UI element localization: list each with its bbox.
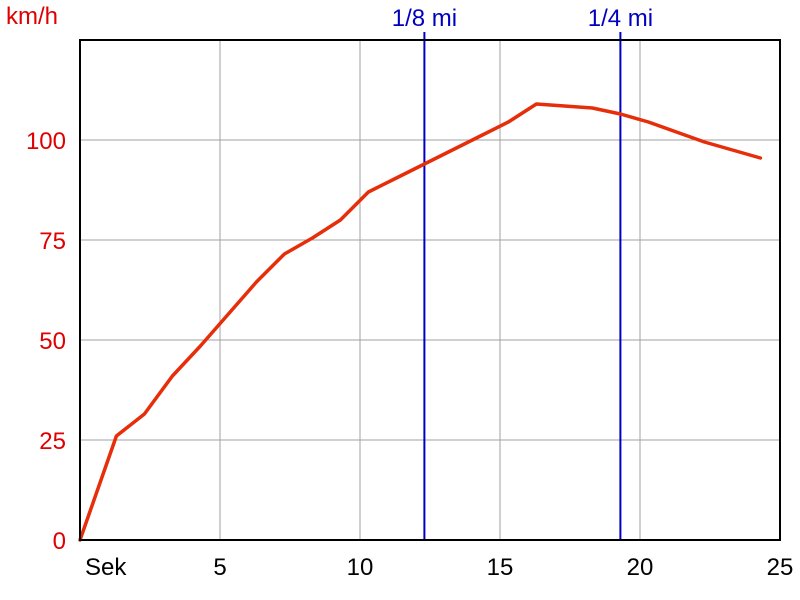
plot-frame	[79, 39, 781, 541]
distance-marker-label: 1/4 mi	[588, 5, 653, 32]
y-tick-labels: 0 25 50 75 100	[26, 128, 66, 555]
y-axis-label: km/h	[6, 3, 58, 30]
distance-marker-label: 1/8 mi	[392, 5, 457, 32]
grid-lines	[80, 40, 780, 540]
x-tick-labels: 5 10 15 20 25	[213, 554, 793, 581]
x-tick-label: 15	[487, 554, 514, 581]
series-layer	[78, 102, 763, 542]
x-tick-label: 25	[767, 554, 794, 581]
x-tick-label: 10	[347, 554, 374, 581]
x-tick-label: 5	[213, 554, 226, 581]
x-axis-label: Sek	[85, 554, 127, 581]
y-tick-label: 50	[39, 328, 66, 355]
y-tick-label: 0	[53, 528, 66, 555]
y-tick-label: 75	[39, 228, 66, 255]
y-tick-label: 25	[39, 428, 66, 455]
x-tick-label: 20	[627, 554, 654, 581]
distance-markers: 1/8 mi 1/4 mi	[392, 5, 653, 540]
y-tick-label: 100	[26, 128, 66, 155]
speed-line	[78, 102, 763, 542]
